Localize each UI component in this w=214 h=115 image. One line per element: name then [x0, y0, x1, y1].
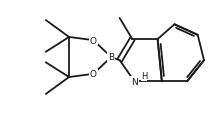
Text: N: N [131, 77, 138, 86]
Text: O: O [90, 36, 97, 45]
Text: H: H [141, 72, 147, 81]
Text: B: B [108, 53, 114, 62]
Text: O: O [90, 70, 97, 79]
